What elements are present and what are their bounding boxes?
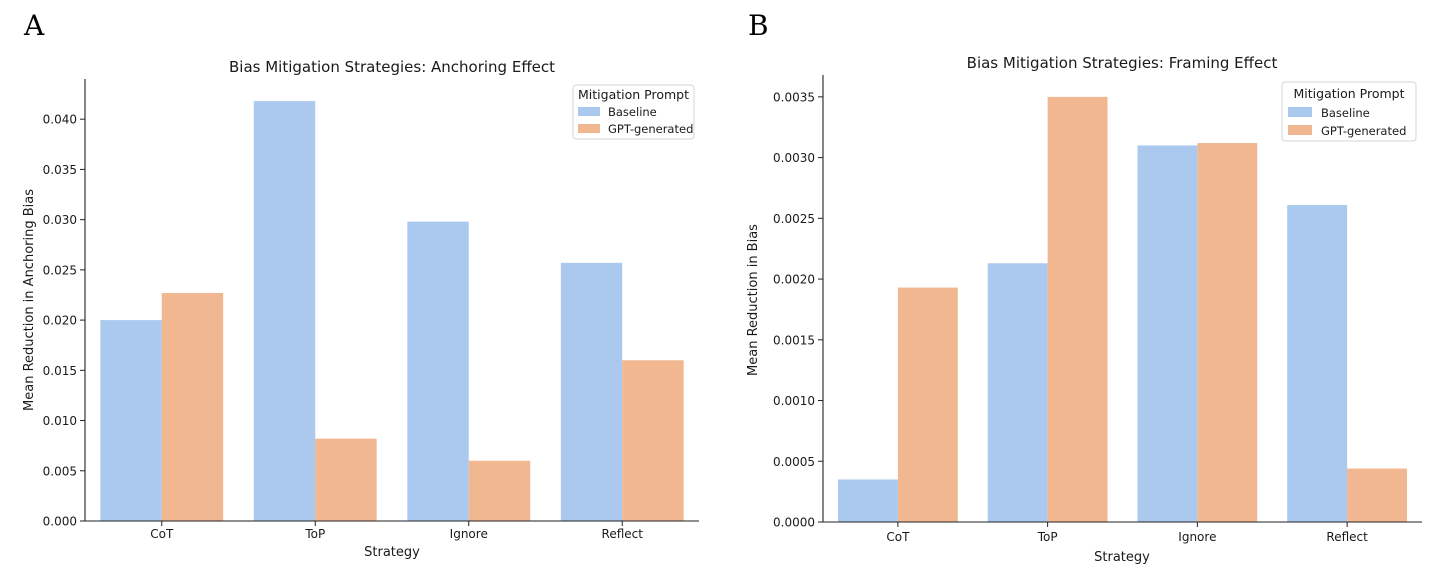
bar-top-baseline [987, 263, 1048, 522]
bar-cot-gpt-generated [897, 287, 958, 522]
x-tick-label: CoT [150, 527, 174, 541]
y-ticks-a: 0.000 0.005 0.010 0.015 0.020 0.025 0.030 0.035… [43, 113, 85, 529]
bar-ignore-baseline [1137, 145, 1198, 522]
panel-letter-b: B [748, 9, 769, 42]
bar-ignore-gpt-generated [1197, 143, 1258, 523]
bars-a [100, 101, 684, 522]
legend-label-baseline-a: Baseline [608, 105, 657, 119]
x-tick-label: Reflect [1326, 530, 1368, 544]
bar-top-baseline [253, 101, 316, 521]
x-tick-label: Ignore [450, 527, 488, 541]
panel-letter-a: A [23, 9, 45, 42]
legend-a: Mitigation Prompt Baseline GPT-generated [572, 84, 695, 140]
legend-title-b: Mitigation Prompt [1294, 86, 1405, 101]
y-tick-label: 0.0005 [773, 455, 815, 469]
panel-a: A Bias Mitigation Strategies: Anchoring … [22, 9, 699, 560]
y-axis-label-a: Mean Reduction in Anchoring Bias [22, 189, 37, 411]
legend-label-gpt-b: GPT-generated [1321, 124, 1406, 138]
bar-ignore-gpt-generated [468, 460, 531, 521]
bar-reflect-baseline [1287, 204, 1348, 523]
legend-frame-a [572, 84, 695, 140]
y-tick-label: 0.0010 [773, 394, 815, 408]
bar-reflect-gpt-generated [1347, 468, 1408, 522]
y-tick-label: 0.040 [43, 113, 77, 127]
y-tick-label: 0.010 [43, 414, 77, 428]
y-tick-label: 0.020 [43, 314, 77, 328]
y-tick-label: 0.035 [43, 163, 77, 177]
x-tick-label: Ignore [1178, 530, 1216, 544]
legend-swatch-gpt-b [1288, 125, 1312, 135]
y-tick-label: 0.025 [43, 263, 77, 277]
bar-top-gpt-generated [1047, 96, 1108, 522]
bar-cot-gpt-generated [161, 292, 224, 521]
legend-label-gpt-a: GPT-generated [608, 122, 693, 136]
legend-label-baseline-b: Baseline [1321, 106, 1370, 120]
x-ticks-b: CoT ToP Ignore Reflect [886, 522, 1368, 544]
bar-reflect-baseline [560, 262, 623, 521]
bars-b [837, 96, 1408, 523]
x-tick-label: CoT [886, 530, 910, 544]
legend-b: Mitigation Prompt Baseline GPT-generated [1281, 81, 1417, 142]
x-tick-label: ToP [1037, 530, 1058, 544]
y-ticks-b: 0.0000 0.0005 0.0010 0.0015 0.0020 0.0025 0.00… [773, 90, 823, 530]
panel-b: B Bias Mitigation Strategies: Framing Ef… [746, 9, 1422, 565]
legend-swatch-baseline-a [578, 107, 600, 116]
y-tick-label: 0.000 [43, 515, 77, 529]
y-tick-label: 0.0025 [773, 212, 815, 226]
chart-title-b: Bias Mitigation Strategies: Framing Effe… [967, 54, 1278, 72]
legend-swatch-gpt-a [578, 124, 600, 133]
chart-title-a: Bias Mitigation Strategies: Anchoring Ef… [229, 58, 555, 76]
legend-title-a: Mitigation Prompt [578, 87, 689, 102]
x-axis-label-b: Strategy [1094, 550, 1150, 565]
x-tick-label: ToP [304, 527, 325, 541]
bar-reflect-gpt-generated [622, 360, 684, 521]
bar-cot-baseline [100, 320, 162, 521]
y-tick-label: 0.0020 [773, 273, 815, 287]
bar-top-gpt-generated [315, 438, 377, 521]
y-tick-label: 0.005 [43, 464, 77, 478]
y-axis-label-b: Mean Reduction in Bias [746, 224, 761, 376]
y-tick-label: 0.0035 [773, 90, 815, 104]
x-ticks-a: CoT ToP Ignore Reflect [150, 521, 643, 541]
x-tick-label: Reflect [602, 527, 644, 541]
legend-frame-b [1281, 81, 1417, 142]
bar-cot-baseline [837, 479, 898, 522]
y-tick-label: 0.015 [43, 364, 77, 378]
y-tick-label: 0.0000 [773, 516, 815, 530]
y-tick-label: 0.0015 [773, 333, 815, 347]
x-axis-label-a: Strategy [364, 545, 420, 560]
bar-ignore-baseline [407, 221, 469, 522]
legend-swatch-baseline-b [1288, 107, 1312, 117]
y-tick-label: 0.030 [43, 213, 77, 227]
y-tick-label: 0.0030 [773, 151, 815, 165]
